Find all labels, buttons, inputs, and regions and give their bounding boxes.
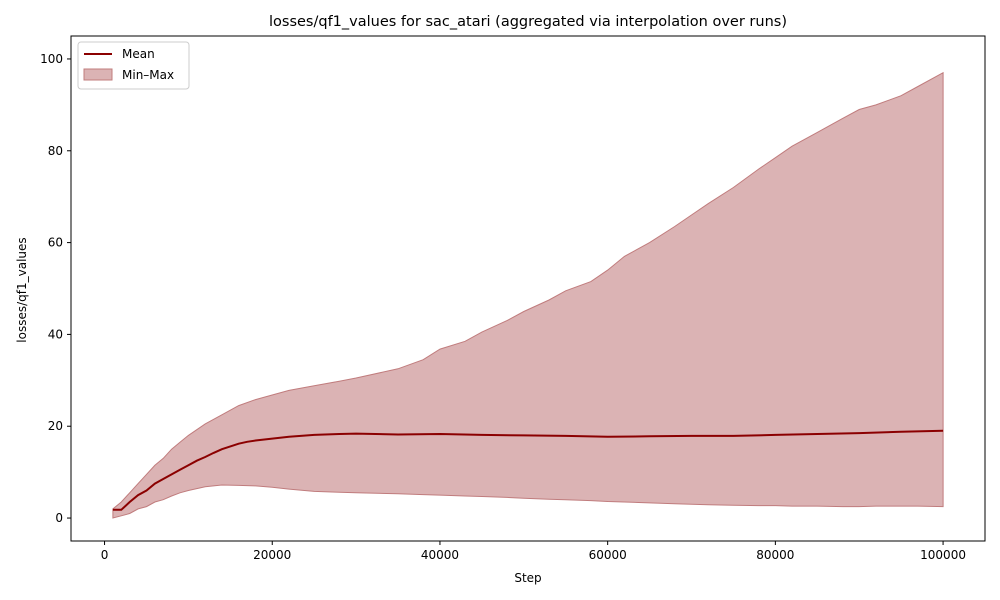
- y-tick-label: 80: [48, 144, 63, 158]
- legend-band-label: Min–Max: [122, 68, 174, 82]
- plot-frame: [70, 35, 986, 542]
- x-tick-label: 80000: [756, 548, 794, 562]
- y-tick-label: 0: [55, 511, 63, 525]
- y-tick-label: 20: [48, 419, 63, 433]
- y-tick-label: 100: [40, 52, 63, 66]
- x-tick-label: 40000: [421, 548, 459, 562]
- plot-area: [112, 71, 944, 519]
- y-axis-label: losses/qf1_values: [15, 237, 29, 342]
- chart-title: losses/qf1_values for sac_atari (aggrega…: [269, 14, 787, 30]
- legend-mean-label: Mean: [122, 47, 155, 61]
- x-tick-label: 100000: [920, 548, 966, 562]
- y-axis: 0 20 40 60 80 100: [40, 52, 71, 525]
- x-tick-label: 0: [101, 548, 109, 562]
- x-axis-label: Step: [514, 571, 541, 585]
- y-tick-label: 60: [48, 236, 63, 250]
- x-tick-label: 60000: [589, 548, 627, 562]
- legend-band-swatch: [83, 68, 113, 81]
- y-tick-label: 40: [48, 327, 63, 341]
- x-axis: 0 20000 40000 60000 80000 100000: [101, 541, 966, 562]
- legend: Mean Min–Max: [77, 41, 190, 90]
- min-max-band: [112, 71, 944, 519]
- x-tick-label: 20000: [253, 548, 291, 562]
- mean-line: [112, 429, 944, 511]
